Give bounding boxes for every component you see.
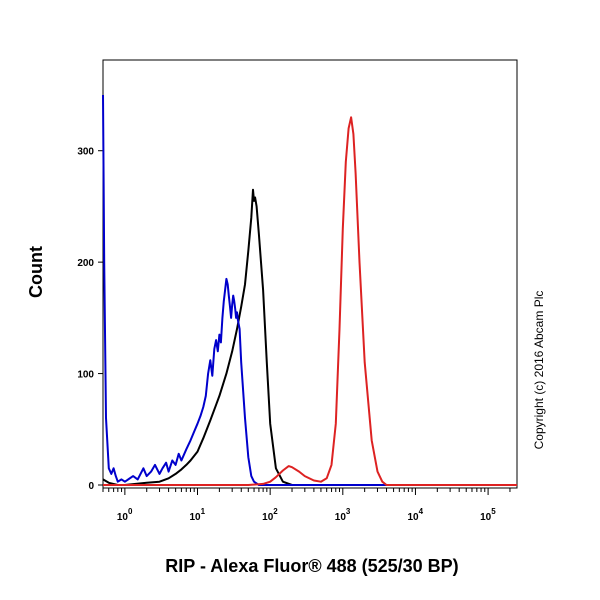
x-tick-base: 10: [407, 512, 419, 523]
x-tick-base: 10: [480, 512, 492, 523]
x-tick-exponent: 4: [419, 507, 424, 516]
x-axis-title: RIP - Alexa Fluor® 488 (525/30 BP): [165, 556, 458, 576]
series-line-0: [102, 188, 517, 486]
copyright-text: Copyright (c) 2016 Abcam Plc: [532, 291, 546, 450]
y-tick-label: 0: [88, 481, 94, 492]
x-tick-base: 10: [335, 512, 347, 523]
y-axis-title: Count: [26, 246, 46, 298]
x-tick-exponent: 3: [346, 507, 351, 516]
plot-frame: [102, 59, 518, 489]
x-tick-label: 105: [480, 507, 496, 523]
series-line-1: [102, 94, 517, 486]
y-tick-label: 100: [77, 370, 94, 381]
series-group: [102, 94, 517, 486]
x-tick-exponent: 5: [491, 507, 496, 516]
y-axis-ticks: 0 100 200 300: [77, 147, 103, 492]
x-tick-label: 103: [335, 507, 351, 523]
x-tick-label: 104: [407, 507, 423, 523]
x-tick-base: 10: [262, 512, 274, 523]
x-tick-exponent: 1: [201, 507, 206, 516]
x-tick-exponent: 2: [273, 507, 278, 516]
x-tick-label: 101: [190, 507, 206, 523]
x-tick-exponent: 0: [128, 507, 133, 516]
x-tick-label: 102: [262, 507, 278, 523]
x-tick-base: 10: [190, 512, 202, 523]
series-line-2: [103, 116, 517, 486]
y-tick-label: 200: [77, 258, 94, 269]
x-tick-label: 100: [117, 507, 133, 523]
x-tick-base: 10: [117, 512, 129, 523]
y-tick-label: 300: [77, 147, 94, 158]
